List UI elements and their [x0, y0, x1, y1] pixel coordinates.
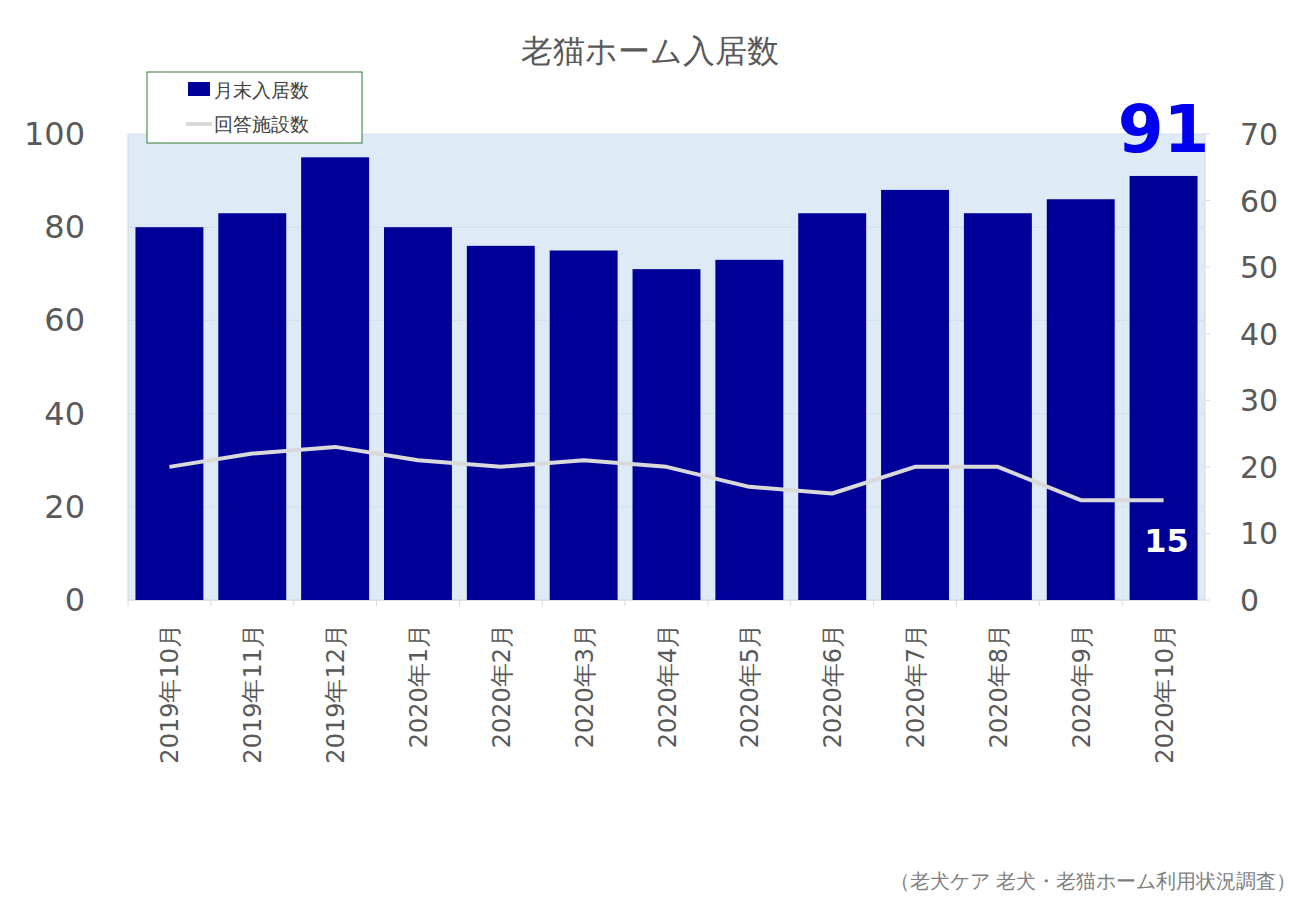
bar: [1130, 176, 1198, 600]
legend-swatch: [186, 122, 212, 126]
x-tick-label: 2020年1月: [405, 624, 433, 748]
annotation: 15: [1144, 522, 1189, 560]
x-tick-label: 2020年6月: [819, 624, 847, 748]
marks: [135, 157, 1197, 600]
x-tick: [210, 600, 211, 606]
y-tick-label: 0: [65, 581, 85, 619]
x-tick: [542, 600, 543, 606]
y-tick-label: 60: [44, 301, 85, 339]
x-tick: [293, 600, 294, 606]
bar: [135, 227, 203, 600]
y-tick-label: 20: [44, 488, 85, 526]
x-tick-label: 2020年10月: [1151, 624, 1179, 764]
x-tick: [707, 600, 708, 606]
bar: [1047, 199, 1115, 600]
x-tick-label: 2019年11月: [239, 624, 267, 764]
x-tick-label: 2020年9月: [1068, 624, 1096, 748]
bar: [467, 246, 535, 600]
x-tick: [625, 600, 626, 606]
bar: [301, 157, 369, 600]
y2-tick: [1205, 400, 1210, 401]
x-tick-label: 2020年7月: [902, 624, 930, 748]
x-tick: [128, 600, 129, 606]
bar: [633, 269, 701, 600]
bar: [550, 251, 618, 601]
y-tick-label: 80: [44, 208, 85, 246]
y2-tick: [1205, 466, 1210, 467]
legend: 月末入居数回答施設数: [147, 72, 362, 143]
y2-tick: [1205, 600, 1210, 601]
y-tick-label: 100: [24, 115, 85, 153]
bar: [218, 213, 286, 600]
source: （老犬ケア 老犬・老猫ホーム利用状況調査）: [890, 869, 1296, 893]
x-tick-label: 2020年4月: [654, 624, 682, 748]
x-tick-label: 2020年3月: [571, 624, 599, 748]
x-tick: [1122, 600, 1123, 606]
y2-tick-label: 40: [1240, 317, 1278, 352]
legend-label: 月末入居数: [214, 79, 309, 101]
bar: [715, 260, 783, 600]
y2-tick: [1205, 333, 1210, 334]
annotation: 91: [1118, 91, 1210, 168]
y2-tick-label: 50: [1240, 250, 1278, 285]
bar: [881, 190, 949, 600]
x-tick: [873, 600, 874, 606]
legend-swatch: [188, 82, 210, 96]
y2-tick: [1205, 267, 1210, 268]
plot-area: [128, 134, 1205, 600]
y2-tick: [1205, 200, 1210, 201]
y2-tick-label: 20: [1240, 450, 1278, 485]
y2-axis: [1205, 134, 1206, 600]
x-tick: [1039, 600, 1040, 606]
x-tick-label: 2020年5月: [736, 624, 764, 748]
grid-line: [128, 227, 1205, 228]
x-tick-label: 2019年12月: [322, 624, 350, 764]
bar: [798, 213, 866, 600]
x-tick: [956, 600, 957, 606]
x-tick: [459, 600, 460, 606]
y2-tick-label: 30: [1240, 383, 1278, 418]
legend-box: [147, 72, 362, 143]
x-tick: [790, 600, 791, 606]
y2-tick-label: 10: [1240, 516, 1278, 551]
y2-tick-label: 70: [1240, 117, 1278, 152]
x-tick-label: 2020年2月: [488, 624, 516, 748]
bar: [384, 227, 452, 600]
y2-tick-label: 0: [1240, 583, 1259, 618]
legend-label: 回答施設数: [214, 113, 309, 135]
x-tick: [376, 600, 377, 606]
bar: [964, 213, 1032, 600]
x-tick-label: 2019年10月: [156, 624, 184, 764]
line: [169, 447, 1163, 500]
y-axis: [128, 134, 129, 600]
y2-tick: [1205, 533, 1210, 534]
title: 老猫ホーム入居数: [521, 32, 779, 70]
y2-tick-label: 60: [1240, 184, 1278, 219]
x-tick-label: 2020年8月: [985, 624, 1013, 748]
y-tick-label: 40: [44, 395, 85, 433]
chart: 老猫ホーム入居数 0 20 40 60 80 100 0 10 20 30 40 50 60 70 2019年…: [0, 0, 1300, 900]
